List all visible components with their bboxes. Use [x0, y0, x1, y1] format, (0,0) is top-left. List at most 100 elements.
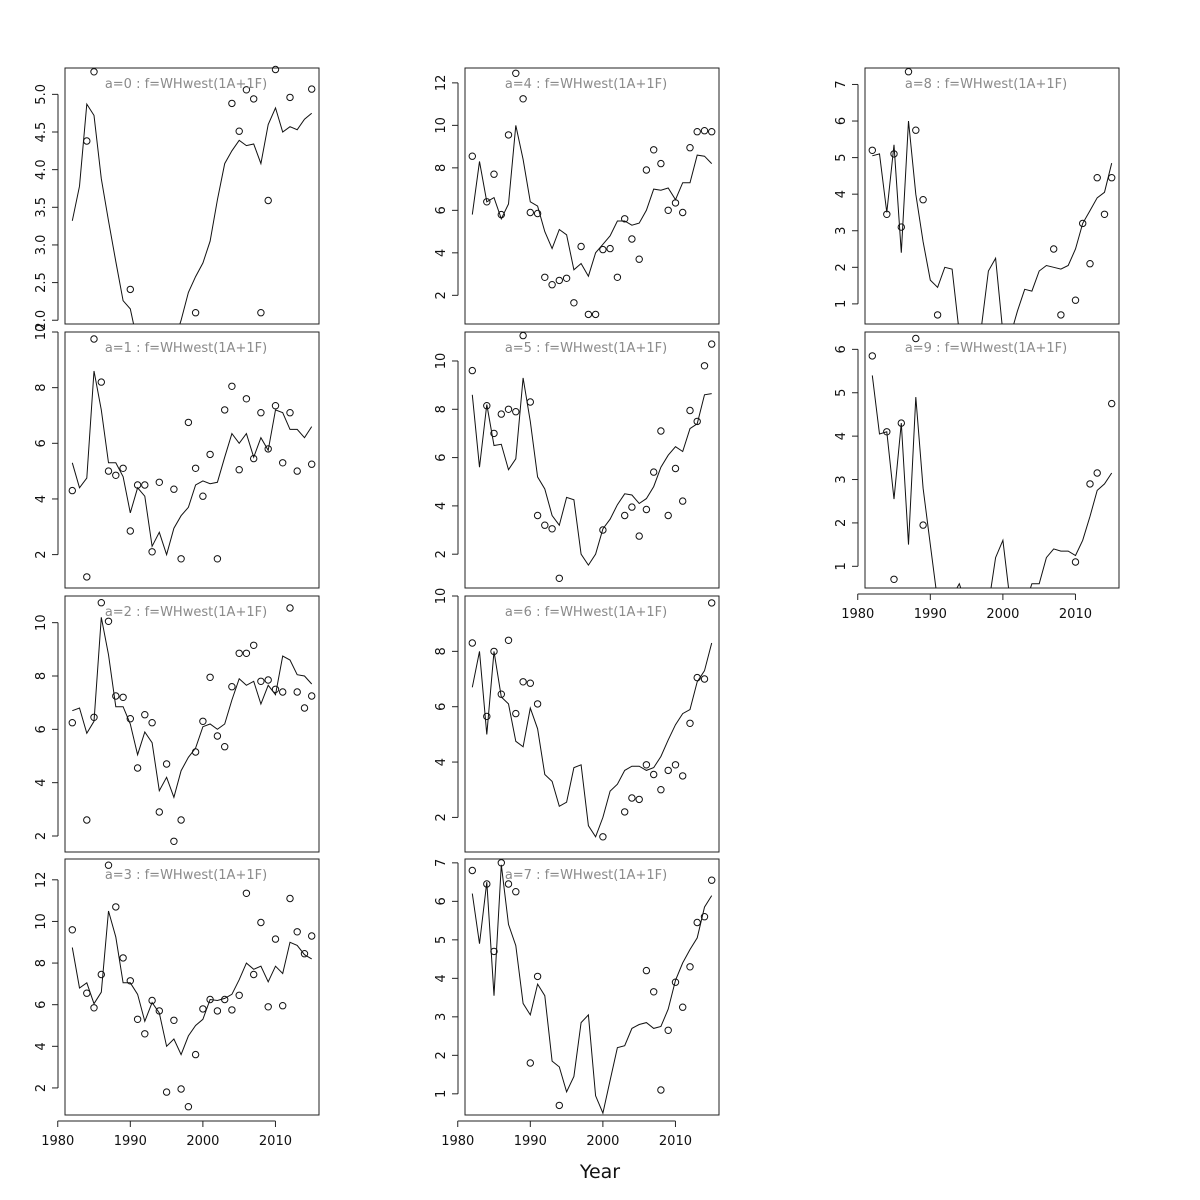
observed-point: [512, 408, 520, 416]
plot-frame: [64, 67, 320, 325]
observed-point: [512, 888, 520, 896]
panel-5: 2 4 6 8 10 a=5 : f=WHwest(1A+1F): [434, 331, 720, 589]
observed-point: [883, 428, 891, 436]
plot-frame: [464, 331, 720, 589]
observed-point: [599, 245, 607, 254]
observed-point: [293, 688, 301, 696]
observed-point: [293, 928, 301, 936]
observed-point: [686, 406, 694, 415]
x-tick-label: 2010: [1059, 607, 1092, 622]
observed-point: [177, 555, 185, 563]
observed-point: [1071, 296, 1080, 304]
observed-point: [264, 196, 272, 205]
observed-point: [679, 1003, 687, 1011]
observed-point: [642, 505, 651, 514]
observed-point: [541, 521, 549, 529]
observed-point: [126, 715, 135, 723]
fitted-series-line: [471, 864, 713, 1115]
observed-point: [635, 255, 643, 263]
x-tick-label: 2010: [259, 1134, 292, 1149]
observed-point: [468, 152, 476, 160]
observed-point: [148, 996, 156, 1005]
observed-point: [104, 617, 113, 625]
observed-point: [468, 639, 476, 647]
observed-point: [177, 816, 185, 824]
observed-point: [548, 281, 556, 289]
observed-point: [533, 700, 542, 708]
observed-point: [555, 276, 563, 285]
observed-point: [242, 649, 251, 657]
observed-point: [483, 198, 491, 206]
observed-point: [700, 127, 709, 135]
y-tick-label: 10: [34, 324, 49, 341]
fitted-series-line: [71, 370, 313, 557]
panel-title: a=5 : f=WHwest(1A+1F): [505, 341, 667, 356]
observed-point: [286, 894, 294, 903]
observed-point: [257, 409, 265, 417]
observed-point: [504, 636, 513, 644]
observed-point: [519, 331, 527, 340]
y-tick-label: 12: [434, 75, 449, 92]
observed-point: [279, 459, 287, 467]
observed-point: [468, 866, 476, 875]
y-tick-label: 2.5: [34, 272, 49, 293]
y-tick-label: 2: [34, 832, 49, 840]
observed-point: [235, 127, 243, 135]
observed-point: [635, 532, 643, 540]
observed-point: [191, 464, 200, 472]
observed-point: [664, 511, 672, 520]
y-tick-label: 3.0: [34, 235, 49, 256]
observed-point: [83, 137, 91, 145]
observed-point: [664, 1026, 672, 1035]
panel-title: a=4 : f=WHwest(1A+1F): [505, 77, 667, 92]
observed-point: [650, 988, 658, 996]
plot-frame: [64, 858, 320, 1116]
panel-title: a=2 : f=WHwest(1A+1F): [105, 605, 267, 620]
y-tick-label: 3: [834, 227, 849, 235]
observed-point: [679, 772, 687, 780]
observed-point: [293, 467, 301, 475]
observed-point: [686, 719, 694, 727]
observed-point: [1108, 174, 1116, 182]
observed-point: [483, 880, 491, 888]
y-tick-label: 10: [34, 614, 49, 631]
observed-point: [279, 1002, 287, 1010]
panel-title: a=9 : f=WHwest(1A+1F): [905, 341, 1067, 356]
observed-point: [897, 419, 905, 427]
observed-point: [133, 764, 142, 772]
observed-point: [286, 604, 294, 612]
y-tick-label: 6: [34, 1001, 49, 1009]
observed-point: [664, 766, 672, 775]
observed-point: [162, 760, 171, 768]
observed-point: [708, 340, 716, 348]
y-tick-label: 4: [34, 1042, 49, 1050]
observed-point: [570, 299, 578, 307]
fitted-series-line: [471, 377, 712, 567]
observed-point: [868, 146, 876, 155]
observed-point: [657, 427, 665, 435]
observed-point: [170, 485, 178, 493]
fitted-series-line: [871, 375, 1113, 588]
panels: 2.0 2.5 3.0 3.5 4.0 4.5 5.0 a=0 : f=WHwest(1A+1…: [34, 65, 1120, 1149]
observed-point: [228, 99, 236, 108]
observed-point: [264, 676, 272, 684]
observed-point: [897, 223, 905, 231]
observed-point: [206, 673, 214, 681]
observed-point: [650, 146, 658, 154]
observed-point: [271, 685, 280, 693]
observed-point: [264, 1003, 272, 1011]
observed-point: [671, 761, 680, 769]
observed-point: [497, 210, 505, 219]
observed-point: [642, 166, 651, 174]
observed-point: [250, 95, 258, 103]
observed-point: [657, 159, 665, 168]
observed-point: [519, 95, 527, 103]
observed-point: [199, 492, 207, 500]
y-tick-label: 1: [834, 300, 849, 308]
y-tick-label: 3: [834, 475, 849, 483]
observed-point: [700, 362, 709, 370]
fitted-series-line: [471, 125, 713, 278]
observed-point: [584, 310, 593, 319]
observed-point: [1100, 210, 1109, 219]
observed-point: [468, 366, 476, 375]
